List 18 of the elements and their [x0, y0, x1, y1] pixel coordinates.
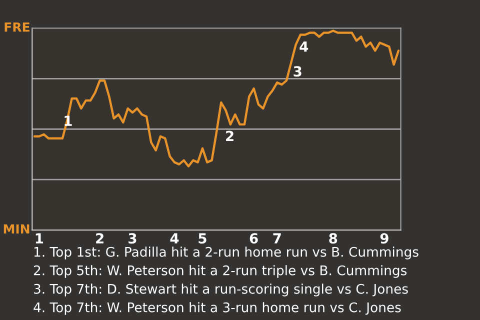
- text: 3. Top 7th: D. Stewart hit a run-scoring single vs C. Jones: [34, 284, 408, 296]
- text: 4. Top 7th: W. Peterson hit a 3-run home run vs C. Jones: [34, 302, 401, 315]
- text: MIN: [4, 224, 30, 234]
- text: 1. Top 1st: G. Padilla hit a 2-run home run vs B. Cummings: [34, 246, 418, 260]
- annotation: 2: [226, 130, 234, 142]
- annotation: 3: [294, 66, 302, 77]
- x-tick-label: 5: [198, 233, 206, 244]
- x-tick-label: 7: [273, 233, 281, 244]
- x-tick-label: 8: [329, 233, 338, 244]
- x-tick-label: 9: [380, 233, 388, 244]
- annotation: 4: [300, 41, 308, 52]
- x-tick-label: 2: [96, 233, 104, 244]
- x-tick-label: 6: [250, 233, 258, 244]
- text: 2. Top 5th: W. Peterson hit a 2-run triple vs B. Cummings: [34, 265, 407, 278]
- text: FRE: [4, 22, 30, 32]
- x-tick-label: 1: [36, 233, 44, 244]
- x-tick-label: 3: [128, 233, 136, 244]
- x-tick-label: 4: [170, 233, 179, 244]
